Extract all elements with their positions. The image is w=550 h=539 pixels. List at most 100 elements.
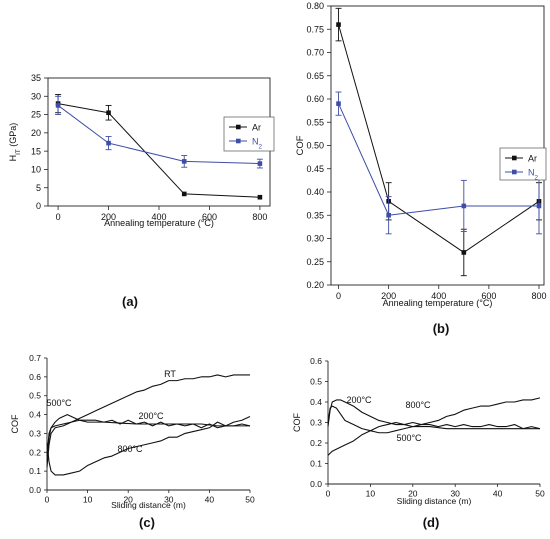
y-axis-label: COF [10,414,20,434]
data-marker [461,250,467,255]
series-4 [46,415,251,476]
y-axis-label-sub: IT [15,149,22,155]
series-line [57,105,260,165]
y-tick-label: 0.75 [306,24,324,34]
series-2 [335,91,542,235]
x-tick-label: 40 [205,495,215,505]
panel-c-cof-sliding-chart: 0 10 20 30 40 50 0.0 0.1 0.2 0.3 0.4 0.5 0.6 0.7 Slidi… [10,353,255,530]
y-tick-label: 0.30 [306,234,324,244]
curve-label: 200°C [346,395,372,405]
y-tick-label: 5 [36,183,41,193]
y-tick-label: 0.5 [310,376,322,386]
y-tick-label: 0 [36,201,41,211]
y-tick-label: 0.1 [29,466,41,476]
legend-label-main: N [528,168,535,178]
x-tick-label: 30 [164,495,174,505]
y-tick-label: 0.6 [29,372,41,382]
panel-caption: (d) [423,515,440,530]
legend-swatch-marker [512,155,517,161]
series-1 [46,374,250,468]
series-line [58,103,260,198]
x-tick-label: 600 [202,212,217,222]
y-tick-label: 0.5 [29,391,41,401]
legend-label-main: Ar [252,123,261,133]
y-tick-label: 0.20 [306,280,324,290]
y-tick-label: 0.3 [310,417,322,427]
y-axis-label: HIT (GPa) [8,123,22,162]
data-marker [386,212,391,218]
series-line [46,415,251,476]
series-3 [46,419,251,457]
legend-swatch-marker [236,138,241,144]
legend-swatch-marker [236,124,241,130]
series-1 [335,7,542,277]
curve-label: 200°C [138,411,164,421]
x-axis-label: Annealing temperature (°C) [383,298,493,308]
series-line [338,24,540,253]
x-tick-label: 30 [450,489,460,499]
series-line [46,374,250,468]
series-line [338,103,539,216]
y-tick-label: 30 [31,91,41,101]
data-marker [257,161,263,166]
x-tick-label: 0 [336,291,341,301]
y-tick-label: 0.60 [306,94,324,104]
curve-label: 800°C [117,444,143,454]
legend-label: Ar [252,123,261,133]
y-axis-label-main: H [8,155,18,162]
legend: Ar N2 [223,116,275,152]
data-marker [106,140,111,146]
y-tick-label: 10 [31,165,41,175]
x-tick-label: 20 [408,489,418,499]
data-marker [106,110,111,116]
data-marker [536,203,542,209]
legend-label: Ar [528,154,537,164]
x-axis-label: Sliding distance (m) [397,496,472,506]
data-marker [181,191,187,197]
y-axis-label: COF [295,135,306,155]
panel-b-cof-chart: 0 200 400 600 800 0.20 0.25 0.30 0.35 0.40 0.45 0.5… [295,1,547,336]
panel-caption: (b) [433,321,450,336]
y-tick-label: 0.65 [306,71,324,81]
y-tick-label: 0.55 [306,117,324,127]
x-tick-label: 0 [45,495,50,505]
x-tick-label: 600 [481,291,496,301]
x-tick-label: 10 [83,495,93,505]
y-tick-label: 0.45 [306,164,324,174]
y-tick-label: 0.50 [306,141,324,151]
data-marker [336,22,341,27]
legend-box [223,116,275,152]
x-tick-label: 200 [101,212,116,222]
legend-swatch-marker [512,169,517,175]
y-tick-label: 0.40 [306,187,324,197]
y-tick-label: 0.25 [306,257,324,267]
legend-label: N2 [252,137,263,151]
x-axis-label: Annealing temperature (°C) [104,218,214,228]
y-tick-label: 0.35 [306,210,324,220]
legend: Ar N2 [499,147,547,181]
y-tick-label: 0.2 [310,438,322,448]
x-tick-label: 400 [151,212,166,222]
curve-label: 800°C [405,400,431,410]
x-tick-label: 0 [56,212,61,222]
y-tick-label: 0.0 [29,485,41,495]
y-tick-label: 20 [31,128,41,138]
panel-caption: (c) [139,515,155,530]
data-marker [55,103,61,108]
y-tick-label: 25 [31,110,41,120]
legend-label-main: Ar [528,154,537,164]
y-tick-label: 35 [31,73,41,83]
series-2 [55,95,263,169]
legend-label-main: N [252,137,259,147]
y-axis-label: COF [292,413,302,433]
x-axis-label: Sliding distance (m) [111,500,186,510]
x-tick-label: 40 [493,489,503,499]
panel-caption: (a) [122,294,138,309]
y-tick-label: 15 [31,146,41,156]
x-tick-label: 10 [366,489,376,499]
y-tick-label: 0.4 [310,397,322,407]
x-tick-label: 800 [252,212,267,222]
curve-label: 500°C [46,398,72,408]
plot-frame [330,5,545,286]
series-line [46,414,250,462]
